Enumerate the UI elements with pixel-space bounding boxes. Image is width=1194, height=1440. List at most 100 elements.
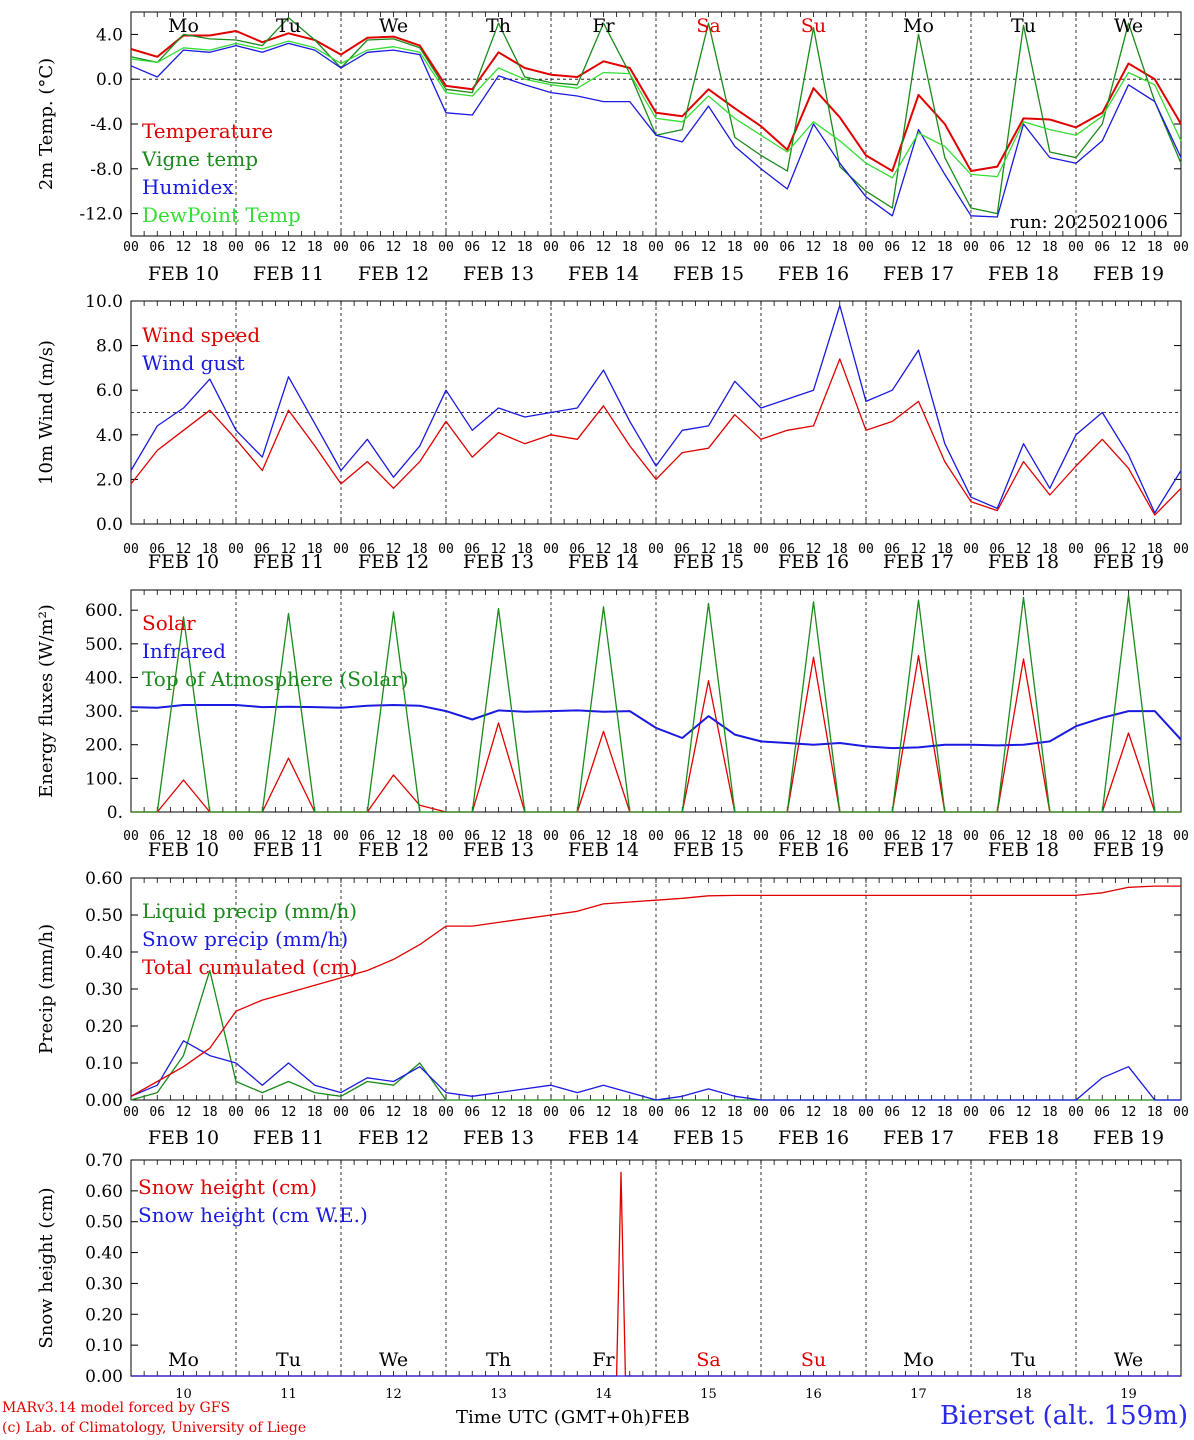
precip-hour-label: 18	[1147, 1105, 1163, 1120]
precip-date-label: FEB 17	[883, 1127, 954, 1149]
wind-hour-label: 06	[464, 542, 480, 557]
precip-hour-label: 18	[202, 1105, 218, 1120]
energy-hour-label: 06	[254, 829, 270, 844]
precip-legend-1: Snow precip (mm/h)	[142, 927, 348, 951]
energy-series-green	[131, 594, 1181, 813]
wind-date-label: FEB 19	[1093, 551, 1164, 573]
precip-hour-label: 12	[176, 1105, 192, 1120]
energy-hour-label: 12	[176, 829, 192, 844]
energy-hour-label: 00	[438, 829, 454, 844]
temperature-hour-label: 06	[674, 240, 690, 255]
precip-ylabel: Precip (mm/h)	[36, 924, 57, 1054]
day-number-label: 15	[700, 1387, 717, 1402]
energy-ytick-label: 500.	[85, 635, 123, 655]
wind-hour-label: 00	[753, 542, 769, 557]
temperature-series-blue	[130, 42, 1182, 218]
precip-ytick-label: 0.40	[85, 943, 123, 963]
day-number-label: 13	[490, 1387, 507, 1402]
temperature-hour-label: 00	[963, 240, 979, 255]
wind-legend-0: Wind speed	[142, 323, 260, 347]
precip-ytick-label: 0.20	[85, 1017, 123, 1037]
energy-hour-label: 06	[674, 829, 690, 844]
wind-ytick-label: 6.0	[96, 381, 123, 401]
energy-hour-label: 00	[648, 829, 664, 844]
temperature-weekday-label: We	[1114, 15, 1143, 37]
snow-ytick-label: 0.40	[85, 1244, 123, 1264]
temperature-series-lightgreen	[130, 40, 1182, 179]
energy-date-label: FEB 11	[253, 839, 324, 861]
temperature-hour-label: 06	[779, 240, 795, 255]
wind-series-red	[130, 358, 1182, 516]
temperature-date-label: FEB 15	[673, 263, 744, 285]
wind-hour-label: 12	[176, 542, 192, 557]
precip-hour-label: 12	[386, 1105, 402, 1120]
wind-hour-label: 06	[1094, 542, 1110, 557]
snow-weekday-label: Th	[486, 1349, 511, 1371]
energy-date-label: FEB 12	[358, 839, 429, 861]
precip-hour-label: 12	[1121, 1105, 1137, 1120]
temperature-hour-label: 12	[386, 240, 402, 255]
energy-hour-label: 00	[228, 829, 244, 844]
temperature-hour-label: 18	[1147, 240, 1163, 255]
precip-series-blue	[130, 1040, 1181, 1101]
temperature-hour-label: 06	[569, 240, 585, 255]
snow-weekday-label: We	[1114, 1349, 1143, 1371]
precip-hour-label: 00	[228, 1105, 244, 1120]
temperature-hour-label: 00	[333, 240, 349, 255]
temperature-weekday-label: Th	[486, 15, 511, 37]
precip-ytick-label: 0.10	[85, 1054, 123, 1074]
energy-hour-label: 06	[884, 829, 900, 844]
energy-legend-1: Infrared	[142, 639, 226, 663]
temperature-legend-2: Humidex	[142, 175, 234, 199]
precip-date-label: FEB 12	[358, 1127, 429, 1149]
precip-series-red	[130, 885, 1181, 1097]
snow-weekday-label: Su	[801, 1349, 826, 1371]
temperature-weekday-label: Fr	[592, 15, 615, 37]
wind-hour-label: 18	[727, 542, 743, 557]
energy-ytick-label: 400.	[85, 668, 123, 688]
day-number-label: 19	[1120, 1387, 1137, 1402]
wind-date-label: FEB 13	[463, 551, 534, 573]
station-name: Bierset (alt. 159m)	[939, 1401, 1188, 1431]
day-number-label: 17	[910, 1387, 927, 1402]
precip-hour-label: 00	[438, 1105, 454, 1120]
snow-ytick-label: 0.50	[85, 1213, 123, 1233]
precip-date-label: FEB 18	[988, 1127, 1059, 1149]
snow-weekday-label: Mo	[903, 1349, 934, 1371]
energy-hour-label: 06	[149, 829, 165, 844]
temperature-hour-label: 12	[1121, 240, 1137, 255]
energy-hour-label: 18	[937, 829, 953, 844]
wind-hour-label: 12	[1016, 542, 1032, 557]
wind-hour-label: 18	[832, 542, 848, 557]
run-annotation: run: 2025021006	[1010, 212, 1168, 233]
wind-hour-label: 00	[438, 542, 454, 557]
wind-hour-label: 00	[963, 542, 979, 557]
wind-hour-label: 18	[937, 542, 953, 557]
snow-legend-1: Snow height (cm W.E.)	[138, 1203, 368, 1227]
temperature-hour-label: 18	[202, 240, 218, 255]
precip-date-label: FEB 15	[673, 1127, 744, 1149]
wind-hour-label: 18	[307, 542, 323, 557]
wind-hour-label: 06	[674, 542, 690, 557]
precip-hour-label: 06	[674, 1105, 690, 1120]
precip-hour-label: 06	[149, 1105, 165, 1120]
time-axis-label: Time UTC (GMT+0h)FEB	[456, 1407, 690, 1428]
energy-hour-label: 12	[491, 829, 507, 844]
precip-hour-label: 18	[307, 1105, 323, 1120]
temperature-hour-label: 18	[1042, 240, 1058, 255]
precip-hour-label: 06	[1094, 1105, 1110, 1120]
precip-hour-label: 00	[648, 1105, 664, 1120]
precip-hour-label: 00	[123, 1105, 139, 1120]
wind-series-blue	[130, 304, 1182, 514]
energy-hour-label: 00	[333, 829, 349, 844]
energy-hour-label: 00	[543, 829, 559, 844]
energy-date-label: FEB 16	[778, 839, 849, 861]
precip-hour-label: 00	[753, 1105, 769, 1120]
temperature-hour-label: 00	[858, 240, 874, 255]
precip-hour-label: 18	[412, 1105, 428, 1120]
day-number-label: 11	[280, 1387, 297, 1402]
wind-legend-1: Wind gust	[142, 351, 245, 375]
wind-hour-label: 00	[1068, 542, 1084, 557]
wind-date-label: FEB 11	[253, 551, 324, 573]
temperature-weekday-label: Tu	[276, 15, 301, 37]
